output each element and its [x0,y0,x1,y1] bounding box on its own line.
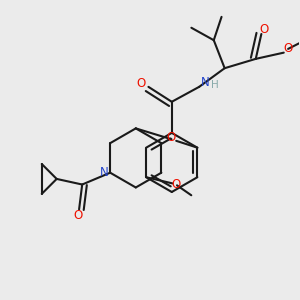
Text: N: N [201,76,209,89]
Text: O: O [260,22,269,35]
Text: O: O [136,77,145,90]
Text: H: H [211,80,219,90]
Text: O: O [73,209,82,222]
Text: O: O [172,178,181,191]
Text: N: N [100,166,108,179]
Text: O: O [283,42,292,55]
Text: O: O [166,130,175,144]
